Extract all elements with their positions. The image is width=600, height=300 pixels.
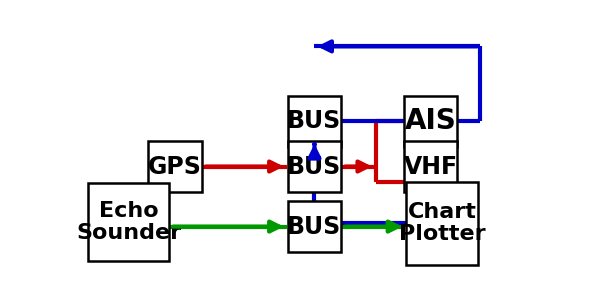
FancyBboxPatch shape — [288, 141, 341, 192]
Text: BUS: BUS — [287, 154, 341, 178]
Text: Chart
Plotter: Chart Plotter — [399, 202, 485, 244]
FancyBboxPatch shape — [404, 96, 457, 147]
Text: Echo
Sounder: Echo Sounder — [76, 201, 181, 243]
Text: AIS: AIS — [405, 107, 457, 136]
FancyBboxPatch shape — [148, 141, 202, 192]
Text: GPS: GPS — [148, 154, 202, 178]
FancyBboxPatch shape — [88, 183, 169, 261]
Text: BUS: BUS — [287, 214, 341, 239]
FancyBboxPatch shape — [406, 182, 478, 265]
FancyBboxPatch shape — [404, 141, 457, 192]
FancyBboxPatch shape — [288, 201, 341, 252]
Text: BUS: BUS — [287, 110, 341, 134]
FancyBboxPatch shape — [288, 96, 341, 147]
Text: VHF: VHF — [404, 154, 458, 178]
